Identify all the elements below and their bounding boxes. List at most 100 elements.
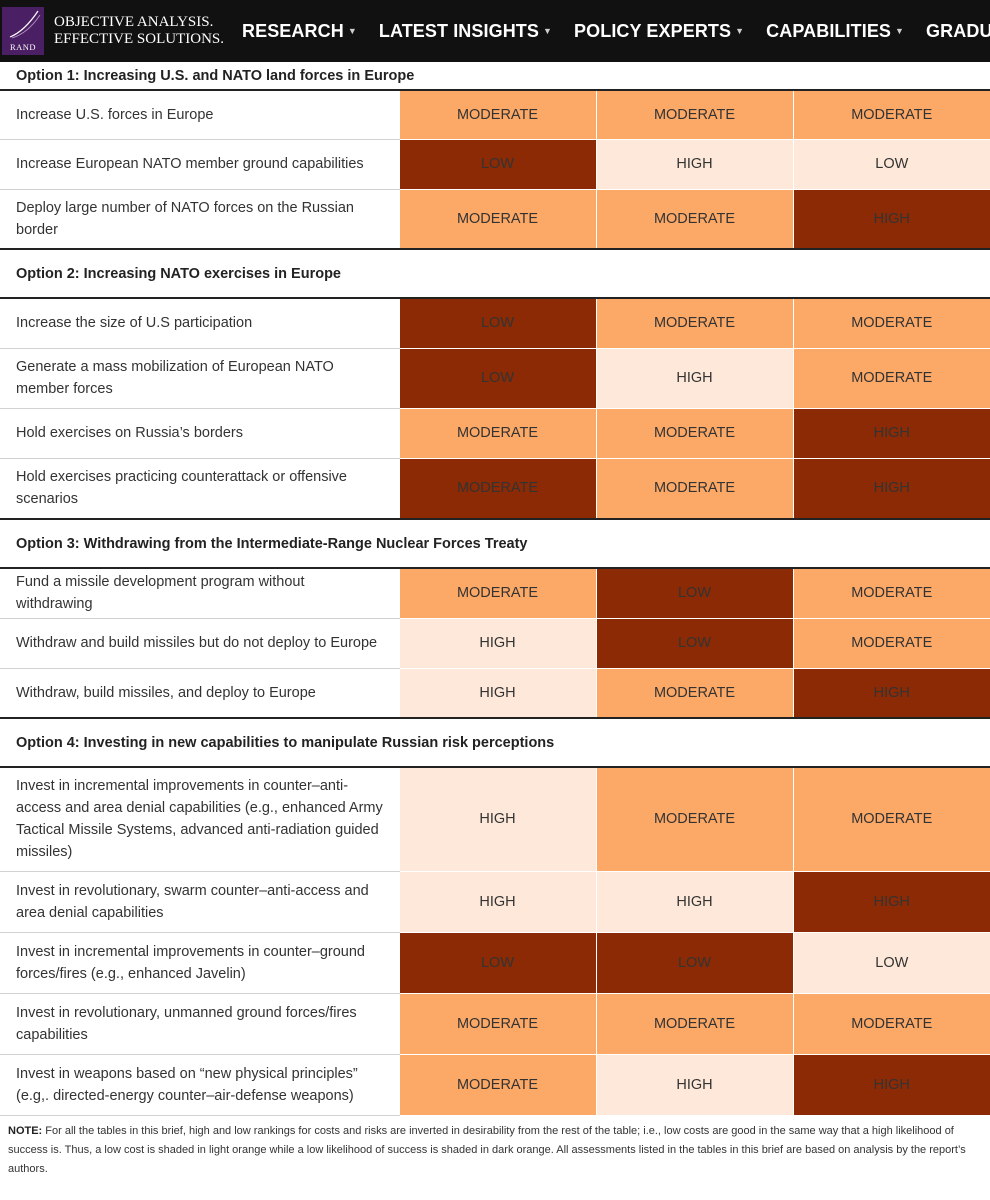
- table-note: NOTE: For all the tables in this brief, …: [0, 1116, 990, 1179]
- nav-label: POLICY EXPERTS: [574, 20, 732, 41]
- rating-cell: HIGH: [595, 1054, 793, 1116]
- rand-logo-swoosh-icon: [9, 10, 41, 39]
- rating-cell: MODERATE: [595, 668, 793, 719]
- option-header-row: Option 4: Investing in new capabilities …: [0, 717, 990, 768]
- table-row: Hold exercises on Russia’s borders MODERA…: [0, 408, 990, 459]
- note-text: For all the tables in this brief, high a…: [8, 1124, 966, 1175]
- rand-logo[interactable]: RAND: [2, 7, 44, 55]
- rating-cell: HIGH: [595, 871, 793, 933]
- table-row: Increase U.S. forces in Europe MODERATE MO…: [0, 90, 990, 140]
- rating-cell: HIGH: [595, 348, 793, 409]
- rating-cell: LOW: [398, 348, 596, 409]
- table-row: Invest in incremental improvements in co…: [0, 767, 990, 872]
- rating-cell: MODERATE: [398, 993, 596, 1055]
- rating-cell: MODERATE: [398, 189, 596, 250]
- row-label: Deploy large number of NATO forces on th…: [0, 189, 399, 250]
- tagline-line-2: EFFECTIVE SOLUTIONS.: [54, 31, 225, 47]
- rating-cell: HIGH: [792, 871, 990, 933]
- rating-cell: HIGH: [398, 668, 596, 719]
- site-header: RAND OBJECTIVE ANALYSIS. EFFECTIVE SOLUT…: [0, 0, 990, 62]
- row-label: Hold exercises on Russia’s borders: [0, 408, 399, 459]
- option-title: Option 1: Increasing U.S. and NATO land …: [0, 62, 990, 91]
- caret-down-icon: ▼: [895, 26, 905, 36]
- rating-cell: MODERATE: [792, 568, 990, 619]
- nav-label: CAPABILITIES: [766, 20, 892, 41]
- nav-label: LATEST INSIGHTS: [378, 20, 540, 41]
- row-label: Withdraw, build missiles, and deploy to …: [0, 668, 399, 719]
- table-row: Increase the size of U.S participation LO…: [0, 298, 990, 349]
- rating-cell: MODERATE: [595, 767, 793, 872]
- rating-cell: MODERATE: [792, 993, 990, 1055]
- tagline: OBJECTIVE ANALYSIS. EFFECTIVE SOLUTIONS.: [54, 14, 224, 48]
- rating-cell: MODERATE: [398, 568, 596, 619]
- nav-latest-insights[interactable]: LATEST INSIGHTS ▼: [379, 21, 552, 42]
- option-header-row: Option 2: Increasing NATO exercises in E…: [0, 248, 990, 299]
- rating-cell: MODERATE: [398, 90, 596, 140]
- table-row: Deploy large number of NATO forces on th…: [0, 189, 990, 250]
- rating-cell: LOW: [792, 139, 990, 190]
- nav-capabilities[interactable]: CAPABILITIES ▼: [766, 21, 904, 42]
- caret-down-icon: ▼: [347, 26, 357, 36]
- rating-cell: LOW: [595, 568, 793, 619]
- rating-cell: HIGH: [792, 458, 990, 520]
- note-prefix: NOTE:: [8, 1124, 43, 1137]
- rating-cell: MODERATE: [398, 1054, 596, 1116]
- table-row: Generate a mass mobilization of European…: [0, 348, 990, 409]
- table-row: Invest in weapons based on “new physical…: [0, 1054, 990, 1116]
- row-label: Invest in revolutionary, swarm counter–a…: [0, 871, 399, 933]
- rating-cell: MODERATE: [595, 90, 793, 140]
- row-label: Invest in incremental improvements in co…: [0, 767, 399, 872]
- row-label: Generate a mass mobilization of European…: [0, 348, 399, 409]
- rating-cell: LOW: [595, 932, 793, 994]
- option-title: Option 2: Increasing NATO exercises in E…: [0, 248, 990, 299]
- table-row: Withdraw and build missiles but do not d…: [0, 618, 990, 669]
- rating-cell: MODERATE: [792, 348, 990, 409]
- row-label: Invest in revolutionary, unmanned ground…: [0, 993, 399, 1055]
- rating-cell: HIGH: [398, 871, 596, 933]
- option-header-row: Option 1: Increasing U.S. and NATO land …: [0, 62, 990, 91]
- rating-cell: MODERATE: [792, 767, 990, 872]
- rating-cell: MODERATE: [792, 618, 990, 669]
- option-header-row: Option 3: Withdrawing from the Intermedi…: [0, 518, 990, 569]
- rating-cell: MODERATE: [595, 458, 793, 520]
- table-row: Increase European NATO member ground cap…: [0, 139, 990, 190]
- rating-cell: LOW: [398, 139, 596, 190]
- rating-cell: LOW: [398, 298, 596, 349]
- rating-cell: MODERATE: [398, 458, 596, 520]
- rating-cell: MODERATE: [595, 189, 793, 250]
- main-nav: RESEARCH ▼ LATEST INSIGHTS ▼ POLICY EXPERT…: [242, 21, 990, 42]
- options-table: Option 1: Increasing U.S. and NATO land …: [0, 62, 990, 1116]
- rating-cell: HIGH: [792, 189, 990, 250]
- table-row: Fund a missile development program witho…: [0, 568, 990, 619]
- table-row: Invest in incremental improvements in co…: [0, 932, 990, 994]
- rating-cell: MODERATE: [398, 408, 596, 459]
- rating-cell: HIGH: [398, 767, 596, 872]
- row-label: Increase European NATO member ground cap…: [0, 139, 399, 190]
- nav-label: RESEARCH: [242, 20, 344, 41]
- row-label: Hold exercises practicing counterattack …: [0, 458, 399, 520]
- rating-cell: MODERATE: [595, 993, 793, 1055]
- row-label: Increase the size of U.S participation: [0, 298, 399, 349]
- rating-cell: HIGH: [595, 139, 793, 190]
- rating-cell: MODERATE: [792, 298, 990, 349]
- rating-cell: LOW: [398, 932, 596, 994]
- tagline-line-1: OBJECTIVE ANALYSIS.: [54, 14, 214, 30]
- table-row: Withdraw, build missiles, and deploy to …: [0, 668, 990, 719]
- rating-cell: HIGH: [792, 408, 990, 459]
- rating-cell: LOW: [792, 932, 990, 994]
- rating-cell: LOW: [595, 618, 793, 669]
- nav-research[interactable]: RESEARCH ▼: [242, 21, 357, 42]
- rating-cell: HIGH: [398, 618, 596, 669]
- option-title: Option 4: Investing in new capabilities …: [0, 717, 990, 768]
- rating-cell: MODERATE: [792, 90, 990, 140]
- nav-label: GRADUATE: [926, 20, 990, 41]
- rating-cell: MODERATE: [595, 408, 793, 459]
- table-row: Invest in revolutionary, unmanned ground…: [0, 993, 990, 1055]
- caret-down-icon: ▼: [543, 26, 553, 36]
- nav-policy-experts[interactable]: POLICY EXPERTS ▼: [574, 21, 744, 42]
- row-label: Increase U.S. forces in Europe: [0, 90, 399, 140]
- rating-cell: MODERATE: [595, 298, 793, 349]
- row-label: Withdraw and build missiles but do not d…: [0, 618, 399, 669]
- table-row: Hold exercises practicing counterattack …: [0, 458, 990, 520]
- nav-graduate[interactable]: GRADUATE: [926, 21, 990, 42]
